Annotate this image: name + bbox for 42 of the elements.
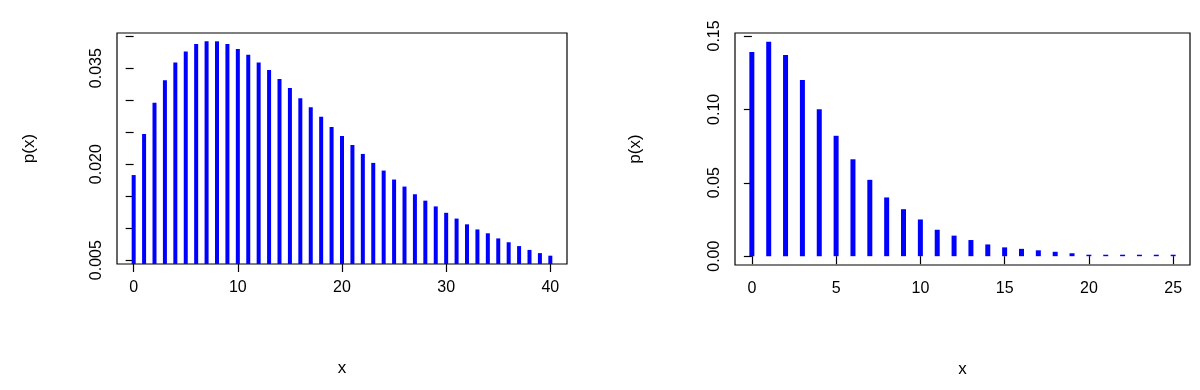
bar xyxy=(816,109,822,257)
x-tick-label: 0 xyxy=(129,277,139,295)
bar xyxy=(884,197,890,257)
x-tick-label: 10 xyxy=(911,278,930,296)
bar xyxy=(985,244,991,257)
x-axis-title: x xyxy=(337,358,347,377)
bar xyxy=(1018,248,1024,257)
x-tick-label: 25 xyxy=(1164,278,1183,296)
x-tick-label: 30 xyxy=(437,277,456,295)
bar xyxy=(1002,247,1008,257)
y-tick-label: 0.005 xyxy=(86,240,104,281)
x-tick-label: 20 xyxy=(333,277,351,295)
bar xyxy=(783,55,789,257)
y-tick-label: 0.05 xyxy=(704,167,722,199)
y-tick-label: 0.10 xyxy=(704,93,722,125)
x-tick-label: 10 xyxy=(228,277,247,295)
bar xyxy=(749,52,755,257)
y-tick-label: 0.020 xyxy=(86,144,104,185)
y-tick-label: 0.15 xyxy=(704,20,722,52)
bar xyxy=(1069,253,1075,257)
x-tick-label: 5 xyxy=(831,278,841,296)
bar xyxy=(850,159,856,257)
x-tick-label: 20 xyxy=(1079,278,1098,296)
bar xyxy=(968,240,974,257)
bar xyxy=(1052,251,1058,257)
bar xyxy=(917,219,923,257)
bar xyxy=(951,235,957,257)
bar xyxy=(867,179,873,257)
y-tick-label: 0.00 xyxy=(704,240,722,272)
bar xyxy=(799,79,805,257)
y-tick-label: 0.035 xyxy=(86,48,104,89)
bar xyxy=(833,135,839,257)
bar xyxy=(934,229,940,257)
x-tick-label: 0 xyxy=(747,278,757,296)
x-tick-label: 15 xyxy=(995,278,1014,296)
y-axis-title: p(x) xyxy=(19,133,38,164)
bar xyxy=(901,209,907,257)
bar xyxy=(766,41,772,257)
bar xyxy=(1035,250,1041,257)
x-tick-label: 40 xyxy=(541,277,560,295)
y-axis-title: p(x) xyxy=(625,134,644,164)
x-axis-title: x xyxy=(958,359,968,378)
